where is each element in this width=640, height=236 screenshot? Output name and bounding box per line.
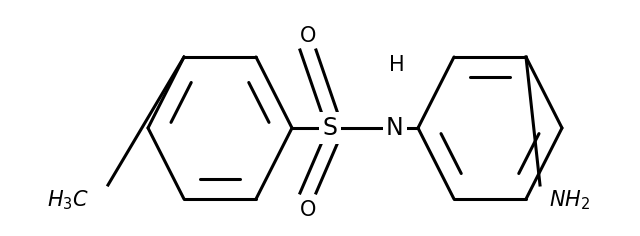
Text: O: O	[300, 200, 316, 220]
Text: S: S	[323, 116, 337, 140]
Text: $H_3C$: $H_3C$	[47, 188, 89, 212]
Text: $NH_2$: $NH_2$	[549, 188, 591, 212]
Text: O: O	[300, 26, 316, 46]
Text: N: N	[386, 116, 404, 140]
Text: H: H	[389, 55, 405, 75]
